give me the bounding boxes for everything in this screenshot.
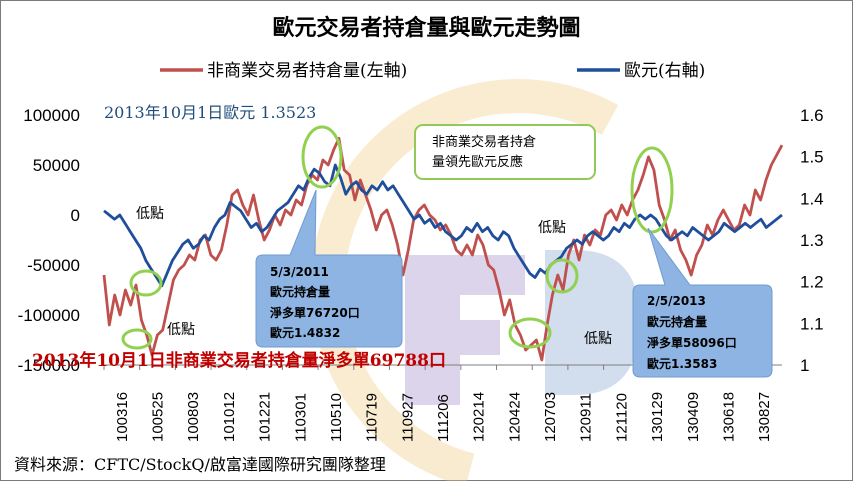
- callout-2013: 2/5/2013 歐元持倉量 淨多單58096口 歐元1.3583: [632, 227, 773, 378]
- x-tick-label: 110510: [328, 393, 345, 442]
- x-tick-label: 120214: [471, 392, 488, 442]
- x-tick-label: 101012: [221, 392, 238, 442]
- x-tick-label: 101221: [257, 392, 274, 442]
- lead-note-line2: 量領先歐元反應: [432, 154, 523, 170]
- highlight-circles: [121, 125, 674, 350]
- low-label-2: 低點: [167, 322, 195, 338]
- legend: 非商業交易者持倉量(左軸) 歐元(右軸): [160, 61, 705, 81]
- y-left-tick-label: -50000: [27, 256, 80, 275]
- y-left-tick-label: -150000: [18, 356, 80, 375]
- y-right-tick-label: 1.2: [800, 273, 824, 292]
- y-right-tick-label: 1: [800, 356, 809, 375]
- series-group: [102, 136, 784, 362]
- low-labels: 低點 低點 低點 低點: [136, 206, 612, 347]
- y-left-tick-label: 0: [71, 206, 80, 225]
- callout-2011-line2: 歐元持倉量: [270, 284, 330, 299]
- x-tick-label: 100525: [150, 392, 167, 442]
- euro-latest-note: 2013年10月1日歐元 1.3523: [104, 103, 316, 122]
- x-tick-label: 130618: [720, 392, 737, 442]
- lead-annotation-box: 非商業交易者持倉 量領先歐元反應: [414, 124, 596, 180]
- low-label-3: 低點: [538, 220, 566, 236]
- source-note: 資料來源：CFTC/StockQ/啟富達國際研究團隊整理: [14, 455, 386, 474]
- low-label-4: 低點: [584, 331, 612, 347]
- circle-low-pos-2012: [508, 317, 552, 349]
- x-tick-label: 120424: [506, 392, 523, 442]
- y-left-tick-label: 50000: [33, 156, 80, 175]
- circle-low-euro-2012: [545, 258, 579, 294]
- callout-2013-line3: 淨多單58096口: [646, 335, 737, 350]
- circle-low-pos-2010: [121, 328, 153, 350]
- x-tick-label: 110719: [364, 393, 381, 442]
- y-axis-left: 100000 50000 0 -50000 -100000 -150000: [18, 106, 80, 375]
- callout-2011-line4: 歐元1.4832: [270, 325, 340, 340]
- y-left-tick-label: 100000: [23, 106, 80, 125]
- series-line-euro: [103, 163, 783, 288]
- circle-peak-2011: [301, 125, 343, 189]
- watermark-logo: [310, 79, 640, 481]
- y-left-tick-label: -100000: [18, 306, 80, 325]
- y-right-tick-label: 1.4: [800, 189, 824, 208]
- callout-2011-line3: 淨多單76720口: [269, 305, 360, 320]
- callout-2013-line4: 歐元1.3583: [647, 356, 717, 371]
- lead-note-line1: 非商業交易者持倉: [432, 134, 536, 150]
- x-tick-label: 100803: [185, 392, 202, 442]
- low-label-1: 低點: [136, 206, 164, 222]
- legend-label-euro: 歐元(右軸): [624, 61, 705, 81]
- x-tick-label: 130409: [685, 392, 702, 442]
- y-axis-right: 1.6 1.5 1.4 1.3 1.2 1.1 1: [800, 106, 824, 375]
- legend-label-positions: 非商業交易者持倉量(左軸): [207, 61, 407, 81]
- x-tick-label: 130129: [649, 392, 666, 442]
- y-right-tick-label: 1.1: [800, 314, 824, 333]
- x-tick-label: 121120: [613, 393, 630, 442]
- x-tick-label: 110927: [399, 393, 416, 442]
- y-right-tick-label: 1.3: [800, 231, 824, 250]
- y-right-tick-label: 1.6: [800, 106, 824, 125]
- x-tick-label: 100316: [114, 392, 131, 442]
- callout-2011: 5/3/2011 歐元持倉量 淨多單76720口 歐元1.4832: [255, 189, 403, 348]
- callout-2013-line2: 歐元持倉量: [647, 314, 707, 329]
- circle-low-euro-2010: [129, 269, 163, 297]
- x-tick-label: 110301: [292, 393, 309, 442]
- x-tick-label: 120911: [578, 393, 595, 442]
- x-tick-label: 130827: [756, 392, 773, 442]
- circle-peak-2013: [630, 146, 674, 234]
- callout-2011-line1: 5/3/2011: [270, 265, 329, 279]
- callout-2013-line1: 2/5/2013: [647, 294, 706, 308]
- y-right-tick-label: 1.5: [800, 148, 824, 167]
- x-tick-label: 120703: [542, 392, 559, 442]
- x-axis: 100316 100525 100803 101012 101221 110301 1105…: [103, 364, 782, 442]
- x-tick-label: 111206: [435, 394, 452, 442]
- positions-latest-note: 2013年10月1日非商業交易者持倉量淨多單69788口: [32, 350, 446, 371]
- chart-title: 歐元交易者持倉量與歐元走勢圖: [272, 15, 581, 41]
